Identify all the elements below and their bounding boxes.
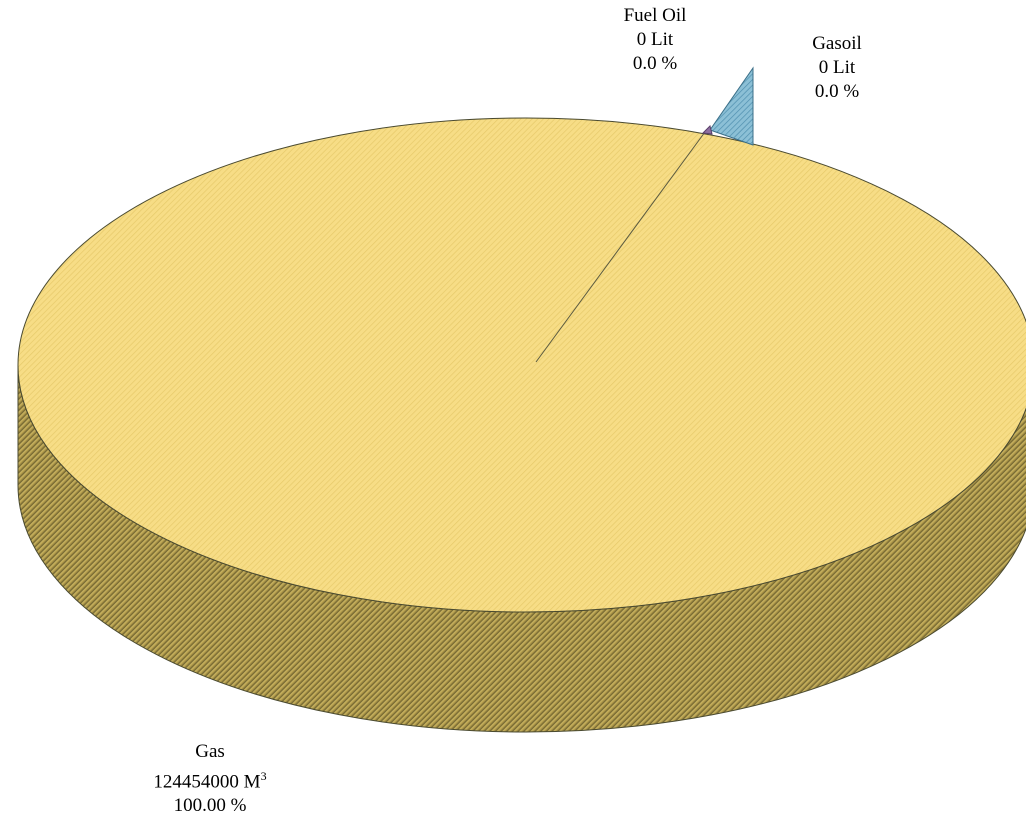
fuel-oil-percent: 0.0 % <box>632 53 678 74</box>
gasoil-value: 0 Lit <box>818 57 856 78</box>
gas-value-line: 124454000 M3 <box>130 764 290 794</box>
fuel-oil-label: Fuel Oil 0 Lit 0.0 % <box>590 4 720 76</box>
gas-value: 124454000 M <box>153 771 261 793</box>
gasoil-name: Gasoil <box>812 33 862 54</box>
gas-unit-superscript: 3 <box>260 769 267 783</box>
gasoil-label: Gasoil 0 Lit 0.0 % <box>772 32 902 104</box>
gasoil-slice <box>709 66 754 146</box>
gas-percent: 100.00 % <box>173 795 247 817</box>
fuel-oil-name: Fuel Oil <box>623 5 687 26</box>
slice-divider-line <box>535 131 706 363</box>
gas-name: Gas <box>195 741 225 762</box>
fuel-oil-slice <box>701 125 713 135</box>
gas-label: Gas 124454000 M3 100.00 % <box>130 740 290 818</box>
fuel-oil-value: 0 Lit <box>636 29 674 50</box>
gas-slice <box>17 117 1026 613</box>
gasoil-percent: 0.0 % <box>814 81 860 102</box>
